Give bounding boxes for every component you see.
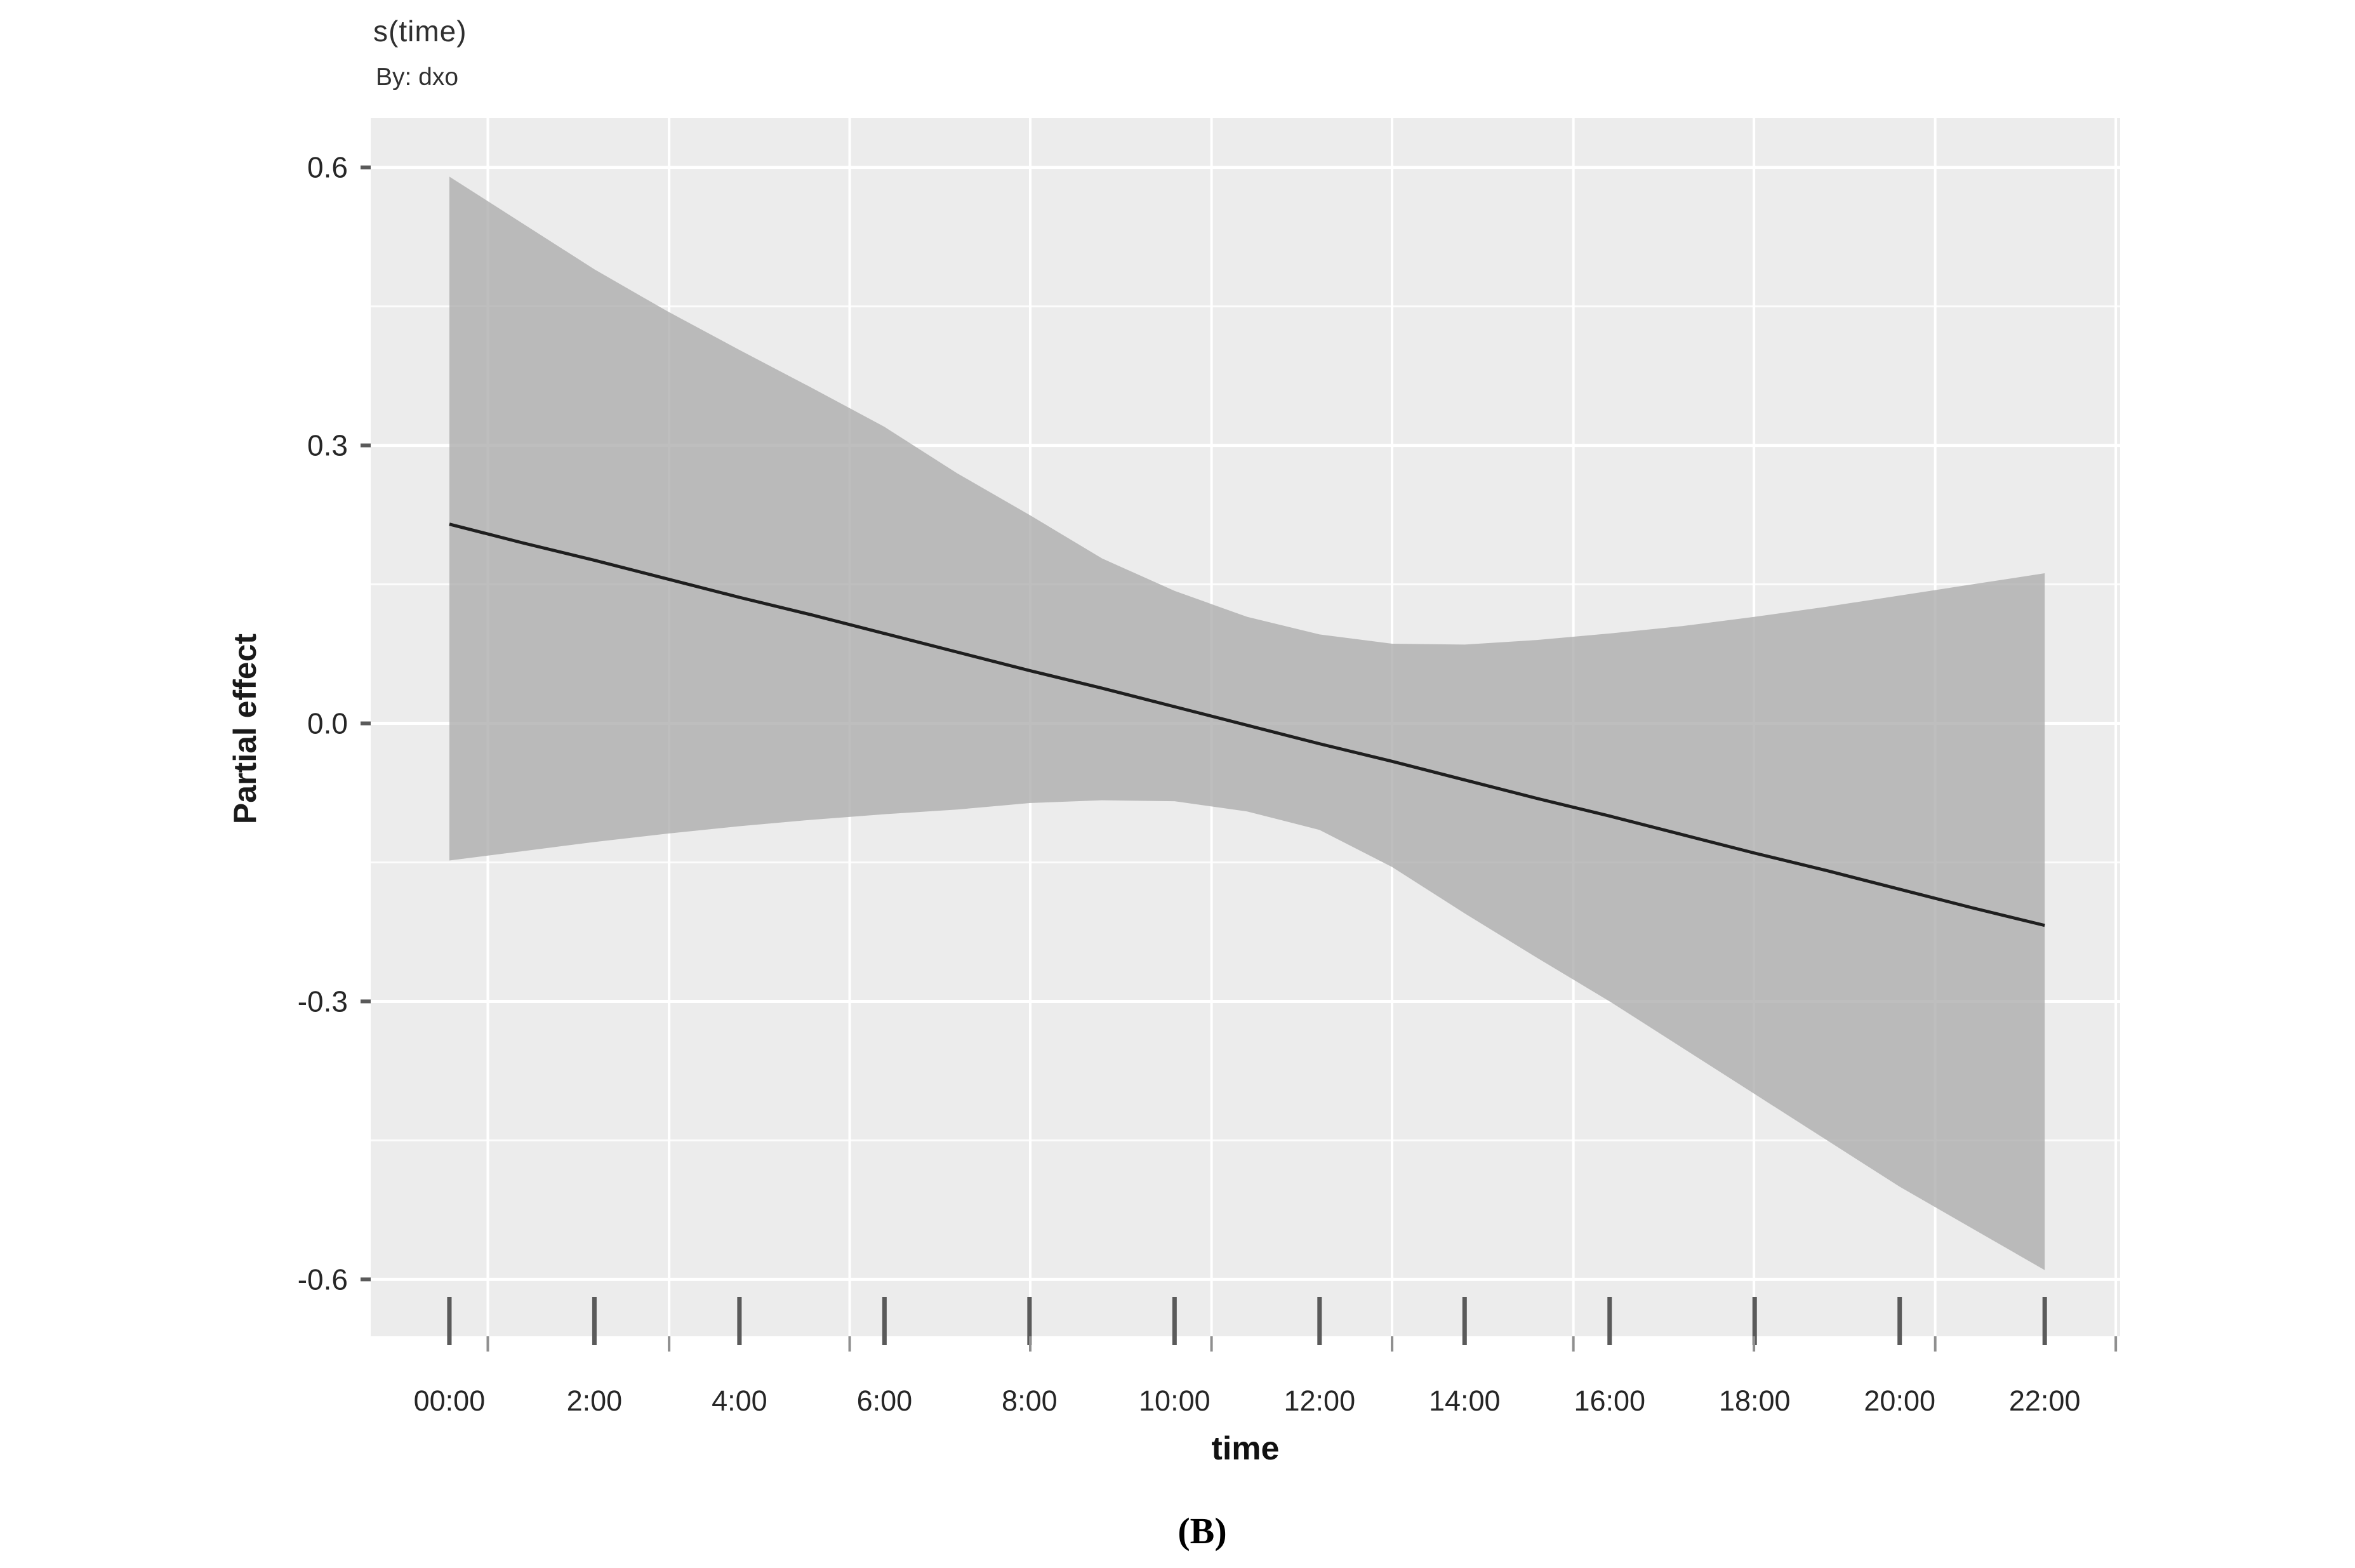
x-tick-mark xyxy=(1897,1297,1902,1345)
x-minor-tick-mark xyxy=(848,1336,851,1352)
x-tick-mark xyxy=(1607,1297,1612,1345)
x-tick-mark xyxy=(1172,1297,1177,1345)
y-tick-mark xyxy=(361,165,371,169)
x-tick-mark xyxy=(737,1297,742,1345)
x-tick-mark xyxy=(882,1297,887,1345)
x-minor-tick-mark xyxy=(1210,1336,1213,1352)
y-tick-mark xyxy=(361,999,371,1004)
y-tick-label: 0.3 xyxy=(307,429,348,462)
y-tick-label: -0.3 xyxy=(298,985,348,1018)
x-tick-mark xyxy=(592,1297,597,1345)
y-tick-mark xyxy=(361,1277,371,1282)
x-minor-tick-mark xyxy=(1391,1336,1394,1352)
y-tick-label: -0.6 xyxy=(298,1263,348,1296)
x-tick-label: 8:00 xyxy=(1002,1385,1058,1417)
confidence-band xyxy=(449,176,2045,1270)
x-tick-label: 18:00 xyxy=(1719,1385,1791,1417)
x-tick-label: 10:00 xyxy=(1139,1385,1211,1417)
smooth-line xyxy=(449,522,2045,927)
x-axis-label: time xyxy=(1211,1430,1280,1467)
x-tick-label: 20:00 xyxy=(1864,1385,1935,1417)
x-tick-label: 16:00 xyxy=(1574,1385,1645,1417)
x-tick-label: 2:00 xyxy=(567,1385,623,1417)
chart-subtitle: By: dxo xyxy=(376,63,459,91)
x-minor-tick-mark xyxy=(1934,1336,1937,1352)
x-minor-tick-mark xyxy=(2114,1336,2118,1352)
x-tick-mark xyxy=(1462,1297,1467,1345)
x-tick-label: 6:00 xyxy=(857,1385,913,1417)
x-tick-label: 12:00 xyxy=(1284,1385,1355,1417)
x-tick-mark xyxy=(1317,1297,1322,1345)
x-tick-mark xyxy=(447,1297,452,1345)
y-tick-mark xyxy=(361,443,371,448)
x-minor-tick-mark xyxy=(1572,1336,1575,1352)
y-tick-label: 0.0 xyxy=(307,707,348,740)
x-minor-tick-mark xyxy=(1028,1336,1032,1352)
y-tick-label: 0.6 xyxy=(307,151,348,184)
x-tick-label: 4:00 xyxy=(712,1385,767,1417)
subfigure-caption: (B) xyxy=(1178,1510,1227,1551)
x-tick-label: 14:00 xyxy=(1429,1385,1501,1417)
x-tick-label: 00:00 xyxy=(414,1385,486,1417)
y-tick-mark xyxy=(361,721,371,726)
x-minor-tick-mark xyxy=(1753,1336,1756,1352)
chart-title: s(time) xyxy=(373,15,467,48)
x-tick-mark xyxy=(2042,1297,2047,1345)
x-minor-tick-mark xyxy=(486,1336,489,1352)
x-tick-label: 22:00 xyxy=(2009,1385,2081,1417)
x-minor-tick-mark xyxy=(668,1336,671,1352)
x-tick-mark xyxy=(1752,1297,1757,1345)
x-tick-mark xyxy=(1027,1297,1032,1345)
